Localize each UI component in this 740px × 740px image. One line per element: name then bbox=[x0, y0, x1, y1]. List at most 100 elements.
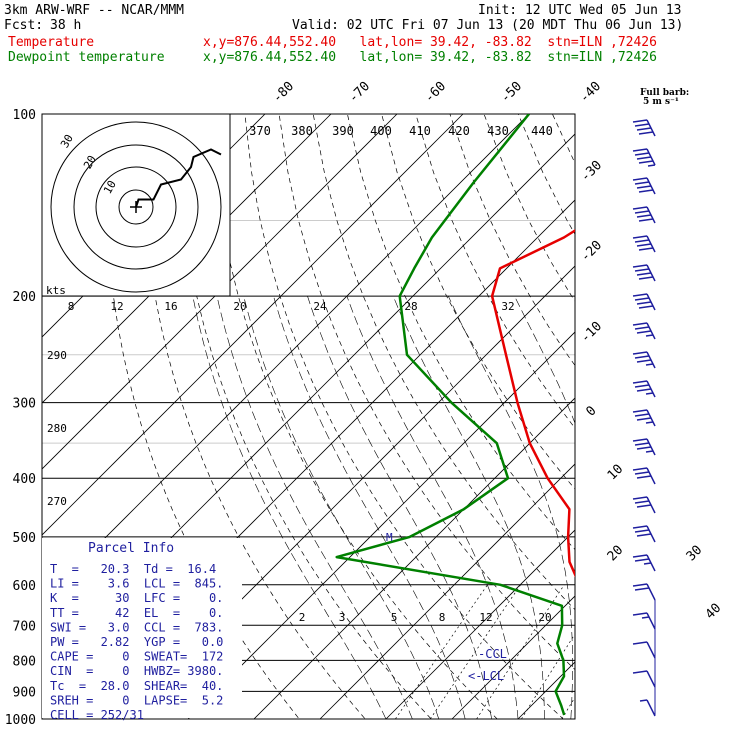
init-time: Init: 12 UTC Wed 05 Jun 13 bbox=[478, 3, 682, 18]
hodograph-ring-label: 30 bbox=[58, 132, 76, 150]
moist-adiabat-line bbox=[307, 296, 492, 719]
mixing-ratio-label: 20 bbox=[538, 611, 551, 624]
theta-label: 420 bbox=[448, 124, 470, 138]
wind-barb-half bbox=[643, 562, 652, 565]
wind-barb-flag bbox=[632, 351, 648, 355]
isotherm-label: 30 bbox=[684, 543, 706, 565]
wind-barb-flag bbox=[636, 301, 652, 305]
wind-barb-half bbox=[645, 363, 654, 366]
temperature-profile bbox=[490, 229, 575, 578]
isotherm-line bbox=[253, 397, 575, 719]
wind-barb-flag bbox=[634, 326, 650, 330]
isotherm-label: 40 bbox=[703, 601, 725, 623]
mixing-ratio-label: 12 bbox=[479, 611, 492, 624]
wind-barb-flag bbox=[638, 218, 654, 222]
isotherm-line bbox=[187, 331, 575, 719]
wind-barb-flag bbox=[638, 189, 654, 193]
theta-side-label: 290 bbox=[47, 349, 67, 362]
dry-adiabat-line bbox=[141, 114, 366, 719]
isotherm-label: 10 bbox=[605, 462, 627, 484]
pressure-tick-label: 600 bbox=[13, 579, 36, 594]
pressure-tick-label: 400 bbox=[13, 472, 36, 487]
wind-barb-flag bbox=[632, 235, 648, 239]
wind-barb-flag bbox=[634, 181, 650, 185]
parcel-info-row: PW = 2.82 YGP = 0.0 bbox=[50, 635, 223, 649]
isotherm-line bbox=[42, 114, 464, 536]
mixing-ratio-label: 8 bbox=[439, 611, 446, 624]
wind-barb bbox=[632, 322, 656, 340]
dewpoint-location: x,y=876.44,552.40 lat,lon= 39.42, -83.82… bbox=[203, 50, 657, 65]
moist-adiabat-line bbox=[216, 296, 413, 719]
model-title: 3km ARW-WRF -- NCAR/MMM bbox=[4, 3, 185, 18]
dry-adiabat-line bbox=[244, 114, 564, 719]
moist-adiabat-line bbox=[273, 296, 466, 719]
wind-barb-half bbox=[639, 699, 648, 702]
wind-barb-flag bbox=[634, 587, 650, 591]
mixing-ratio-line bbox=[395, 584, 488, 719]
pressure-tick-label: 100 bbox=[13, 108, 36, 123]
theta-side-label: 280 bbox=[47, 422, 67, 435]
wind-barb-flag bbox=[632, 264, 648, 268]
wind-barb bbox=[632, 670, 656, 688]
wind-barb bbox=[632, 496, 656, 514]
wind-barb-flag bbox=[636, 127, 652, 131]
parcel-info-row: T = 20.3 Td = 16.4 bbox=[50, 562, 216, 576]
isotherm-label: -30 bbox=[578, 158, 605, 185]
wind-barb-flag bbox=[632, 322, 648, 326]
dry-adiabat-line bbox=[415, 114, 575, 429]
mixing-ratio-line bbox=[430, 584, 521, 719]
parcel-info-row: SREH = 0 LAPSE= 5.2 bbox=[50, 693, 223, 707]
sounding-profiles bbox=[335, 114, 575, 716]
forecast-label: Fcst: bbox=[4, 18, 44, 33]
wind-barb bbox=[632, 467, 656, 485]
theta-label: 430 bbox=[487, 124, 509, 138]
hodograph-speed-label: 12 bbox=[110, 300, 123, 313]
wind-barb-flag bbox=[632, 177, 648, 181]
wind-barb-flag bbox=[634, 384, 650, 388]
wind-barb-flag bbox=[636, 475, 652, 479]
wind-barb-flag bbox=[634, 442, 650, 446]
mixing-ratio-line bbox=[561, 696, 575, 719]
wind-barb-flag bbox=[634, 413, 650, 417]
wind-barb bbox=[632, 583, 656, 601]
wind-barb-flag bbox=[636, 504, 652, 508]
wind-barb-flag bbox=[634, 239, 650, 243]
dry-adiabat-line bbox=[381, 114, 575, 490]
theta-label: 410 bbox=[409, 124, 431, 138]
moist-adiabat-line bbox=[392, 295, 545, 719]
wind-barb-flag bbox=[634, 355, 650, 359]
wind-barb-flag bbox=[632, 119, 648, 123]
isotherm-label: -60 bbox=[422, 79, 449, 106]
forecast-hours: 38 h bbox=[50, 18, 82, 33]
hodograph-speed-label: 16 bbox=[164, 300, 177, 313]
wind-barb bbox=[632, 641, 656, 659]
mixing-ratio-label: 2 bbox=[299, 611, 306, 624]
hodograph-speed-label: 24 bbox=[313, 300, 327, 313]
wind-barb-flag bbox=[632, 206, 648, 210]
wind-barb-flag bbox=[632, 293, 648, 297]
parcel-info-row: CIN = 0 HWBZ= 3980. bbox=[50, 664, 223, 678]
parcel-info-row: Tc = 28.0 SHEAR= 40. bbox=[50, 679, 223, 693]
hodograph-trace bbox=[135, 148, 222, 208]
hodograph-units: kts bbox=[46, 284, 66, 297]
hodograph-speed-label: 28 bbox=[404, 300, 417, 313]
wind-barb-flag bbox=[632, 641, 648, 645]
moist-adiabat-line bbox=[346, 295, 519, 719]
wind-barb-flag bbox=[634, 529, 650, 533]
isotherm-line bbox=[42, 114, 398, 470]
hodograph-speed-label: 8 bbox=[68, 300, 75, 313]
dry-adiabat-line bbox=[587, 114, 740, 732]
wind-barb-half bbox=[645, 334, 654, 337]
isotherm-line bbox=[584, 114, 740, 719]
theta-label: 400 bbox=[370, 124, 392, 138]
moist-adiabat-line bbox=[514, 295, 575, 425]
pressure-tick-label: 200 bbox=[13, 290, 36, 305]
isotherm-line bbox=[385, 529, 575, 719]
moist-adiabat-line bbox=[650, 296, 695, 719]
hodograph-ring bbox=[95, 166, 177, 248]
wind-barb-half bbox=[641, 616, 650, 619]
isotherm-label: 0 bbox=[583, 403, 599, 419]
wind-barb bbox=[632, 206, 656, 224]
dry-adiabat-line bbox=[723, 114, 740, 732]
